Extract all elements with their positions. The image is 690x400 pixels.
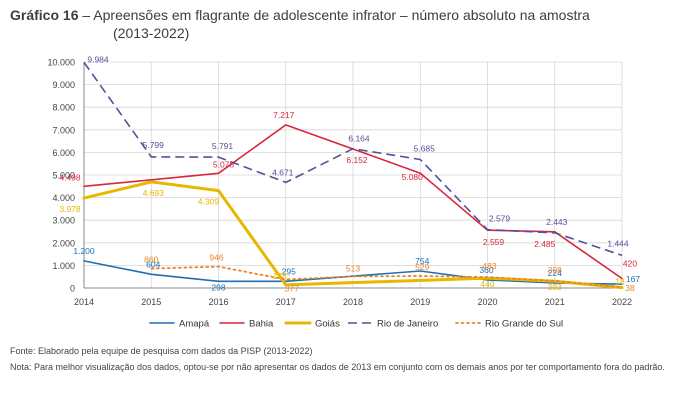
gridlines: [83, 61, 623, 289]
chart-title: Apreensões em flagrante de adolescente i…: [93, 7, 590, 23]
data-label: 6.164: [348, 134, 370, 144]
chart-subtitle: (2013-2022): [113, 25, 190, 41]
data-label: 5.080: [402, 172, 424, 182]
y-tick-label: 0: [70, 284, 75, 294]
x-tick-label: 2016: [208, 297, 228, 307]
title-dash: –: [82, 7, 94, 23]
x-tick-label: 2015: [141, 297, 161, 307]
source-note: Fonte: Elaborado pela equipe de pesquisa…: [10, 346, 313, 356]
legend-item: Bahia: [219, 319, 274, 330]
data-label: 529: [415, 262, 429, 272]
data-label: 4.693: [143, 188, 165, 198]
x-tick-label: 2020: [477, 297, 497, 307]
legend-item: Goiás: [284, 319, 340, 330]
data-label: 2.485: [534, 239, 556, 249]
x-tick-label: 2014: [74, 297, 94, 307]
y-tick-label: 1.000: [52, 261, 75, 271]
y-tick-label: 7.000: [52, 125, 75, 135]
series-line-rio-grande-do-sul: [150, 265, 623, 289]
data-label: 4.498: [59, 172, 81, 182]
data-label: 946: [209, 253, 223, 263]
x-tick-label: 2019: [410, 297, 430, 307]
data-label: 377: [285, 283, 299, 293]
data-label: 38: [625, 283, 635, 293]
y-tick-label: 8.000: [52, 103, 75, 113]
data-label: 9.984: [87, 54, 109, 64]
axes: 0 1.000 2.000 3.000 4.000 5.000 6.000 7.000 8.00…: [47, 58, 632, 308]
x-tick-label: 2022: [612, 297, 632, 307]
legend-label: Amapá: [179, 319, 210, 330]
y-tick-label: 2.000: [52, 238, 75, 248]
data-label: 754: [415, 256, 429, 266]
methodology-note: Nota: Para melhor visualização dos dados…: [10, 362, 665, 372]
data-label: 360: [479, 265, 493, 275]
legend-label: Rio de Janeiro: [377, 319, 438, 330]
data-label: 2.579: [489, 214, 511, 224]
data-label: 1.200: [73, 246, 95, 256]
data-labels: 1.200 604 298 295 754 360 224 167 4.498 5.076 7.21…: [59, 54, 640, 293]
y-tick-label: 10.000: [47, 58, 75, 68]
data-label: 4.309: [198, 197, 220, 207]
legend-item: Rio Grande do Sul: [455, 319, 563, 330]
data-label: 6.152: [346, 155, 368, 165]
data-label: 5.791: [212, 141, 234, 151]
data-label: 4.671: [272, 167, 294, 177]
data-label: 3.978: [59, 204, 81, 214]
series-lines: [82, 61, 624, 290]
x-tick-label: 2018: [343, 297, 363, 307]
y-tick-label: 3.000: [52, 216, 75, 226]
data-label: 224: [548, 268, 562, 278]
legend-label: Rio Grande do Sul: [485, 319, 563, 330]
data-label: 18: [615, 277, 625, 287]
legend-item: Amapá: [149, 319, 210, 330]
data-label: 440: [480, 279, 494, 289]
series-line-rio-de-janeiro: [83, 61, 623, 257]
legend-label: Bahia: [249, 319, 274, 330]
x-tick-label: 2017: [276, 297, 296, 307]
y-tick-label: 4.000: [52, 193, 75, 203]
x-tick-label: 2021: [545, 297, 565, 307]
data-label: 860: [144, 255, 158, 265]
data-label: 5.685: [414, 144, 436, 154]
data-label: 167: [626, 274, 640, 284]
data-label: 483: [482, 261, 496, 271]
legend-label: Goiás: [315, 319, 340, 330]
y-tick-label: 5.000: [52, 171, 75, 181]
data-label: 604: [146, 259, 160, 269]
data-label: 303: [548, 282, 562, 292]
data-label: 5.799: [143, 140, 165, 150]
data-label: 513: [346, 263, 360, 273]
y-tick-label: 9.000: [52, 80, 75, 90]
data-label: 2.559: [483, 237, 505, 247]
data-label: 308: [548, 265, 562, 275]
data-label: 1.444: [607, 238, 629, 248]
data-label: 5.076: [213, 159, 235, 169]
data-label: 138: [273, 271, 287, 281]
chart-label: Gráfico 16: [10, 7, 79, 23]
data-label: 420: [623, 259, 637, 269]
data-label: 295: [282, 266, 296, 276]
y-tick-label: 6.000: [52, 148, 75, 158]
legend-item: Rio de Janeiro: [348, 319, 438, 330]
data-label: 7.217: [273, 110, 295, 120]
series-line-goiás: [82, 180, 624, 290]
legend: Amapá Bahia Goiás Rio de Janeiro Rio Grande …: [149, 319, 563, 330]
line-chart: 0 1.000 2.000 3.000 4.000 5.000 6.000 7.000 8.00…: [47, 54, 640, 330]
footer: Fonte: Elaborado pela equipe de pesquisa…: [10, 345, 682, 373]
data-label: 2.443: [546, 217, 568, 227]
data-label: 298: [211, 282, 225, 292]
chart-title-block: Gráfico 16 – Apreensões em flagrante de …: [10, 6, 680, 42]
